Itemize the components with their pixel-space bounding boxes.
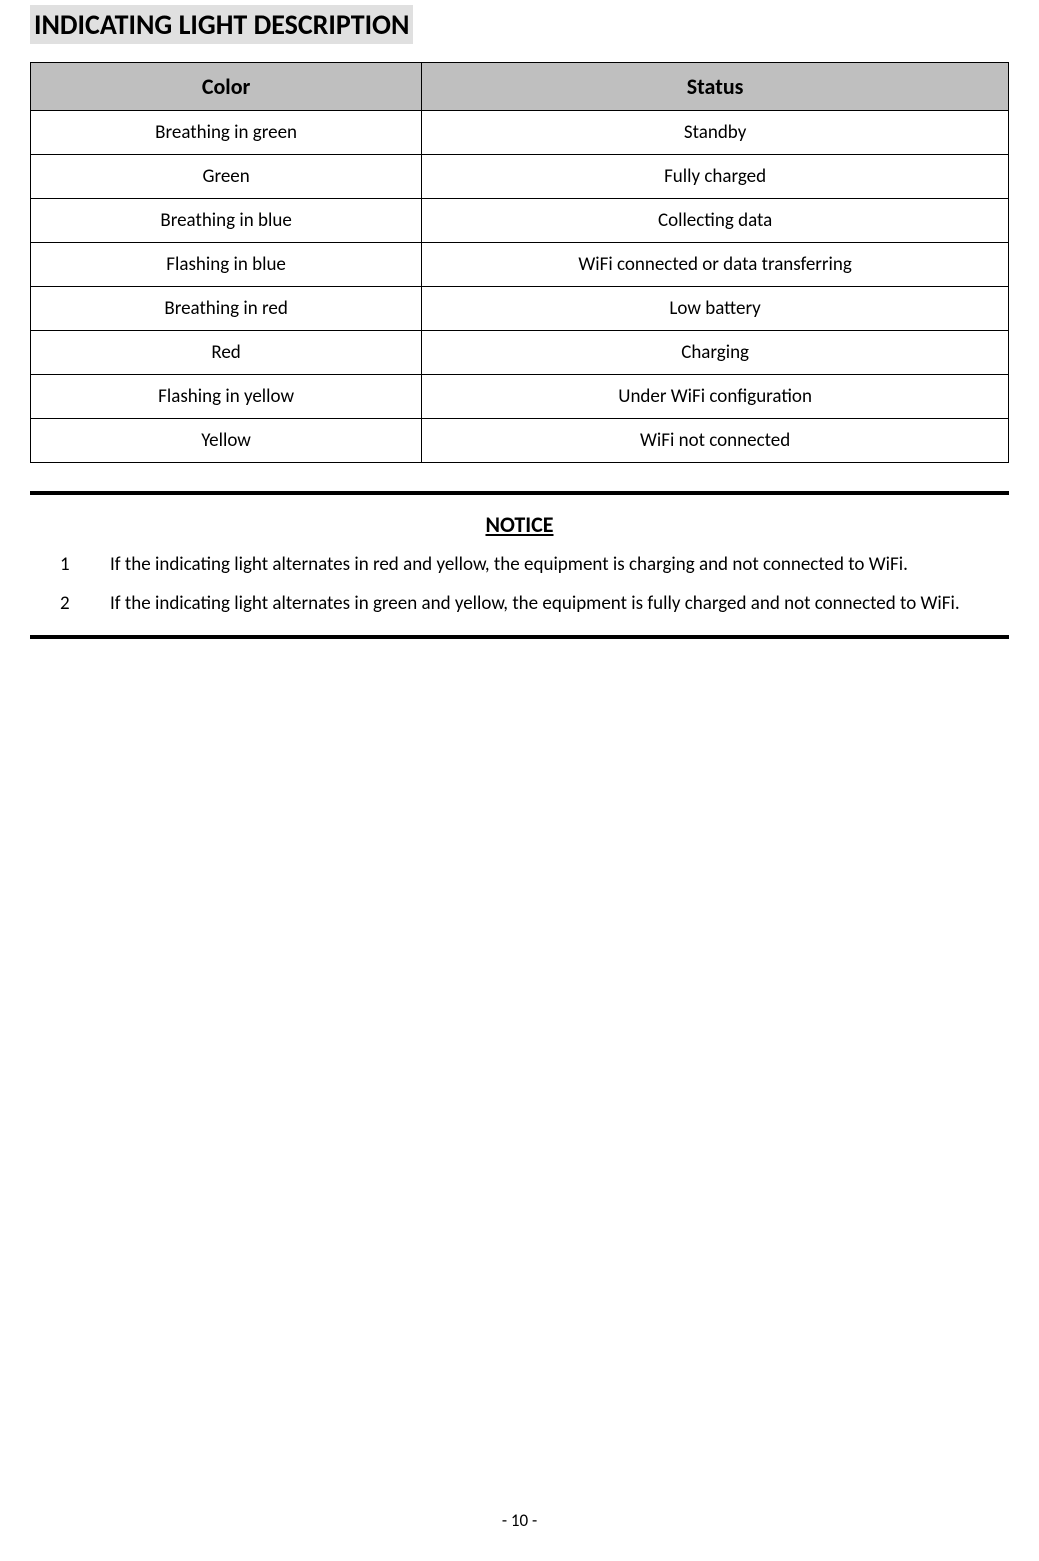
cell-color: Yellow: [31, 419, 422, 463]
table-row: Flashing in blue WiFi connected or data …: [31, 243, 1009, 287]
cell-color: Green: [31, 155, 422, 199]
cell-color: Breathing in blue: [31, 199, 422, 243]
cell-status: WiFi not connected: [422, 419, 1009, 463]
cell-status: Charging: [422, 331, 1009, 375]
cell-status: Collecting data: [422, 199, 1009, 243]
header-status: Status: [422, 63, 1009, 111]
notice-number: 2: [60, 591, 110, 618]
table-header-row: Color Status: [31, 63, 1009, 111]
cell-status: Low battery: [422, 287, 1009, 331]
cell-color: Breathing in green: [31, 111, 422, 155]
notice-number: 1: [60, 552, 110, 579]
table-row: Green Fully charged: [31, 155, 1009, 199]
notice-title: NOTICE: [30, 511, 1009, 538]
notice-item: 1 If the indicating light alternates in …: [60, 552, 1009, 579]
table-row: Red Charging: [31, 331, 1009, 375]
cell-color: Red: [31, 331, 422, 375]
cell-color: Flashing in yellow: [31, 375, 422, 419]
table-row: Breathing in blue Collecting data: [31, 199, 1009, 243]
page-title: INDICATING LIGHT DESCRIPTION: [30, 5, 413, 44]
table-row: Flashing in yellow Under WiFi configurat…: [31, 375, 1009, 419]
cell-status: WiFi connected or data transferring: [422, 243, 1009, 287]
cell-color: Breathing in red: [31, 287, 422, 331]
notice-list: 1 If the indicating light alternates in …: [30, 552, 1009, 617]
cell-status: Standby: [422, 111, 1009, 155]
notice-text: If the indicating light alternates in re…: [110, 552, 1009, 579]
table-row: Yellow WiFi not connected: [31, 419, 1009, 463]
cell-status: Under WiFi configuration: [422, 375, 1009, 419]
cell-color: Flashing in blue: [31, 243, 422, 287]
cell-status: Fully charged: [422, 155, 1009, 199]
light-description-table: Color Status Breathing in green Standby …: [30, 62, 1009, 463]
page-number: - 10 -: [0, 1510, 1039, 1531]
notice-section: NOTICE 1 If the indicating light alterna…: [30, 491, 1009, 639]
notice-item: 2 If the indicating light alternates in …: [60, 591, 1009, 618]
table-row: Breathing in red Low battery: [31, 287, 1009, 331]
header-color: Color: [31, 63, 422, 111]
notice-text: If the indicating light alternates in gr…: [110, 591, 1009, 618]
table-row: Breathing in green Standby: [31, 111, 1009, 155]
